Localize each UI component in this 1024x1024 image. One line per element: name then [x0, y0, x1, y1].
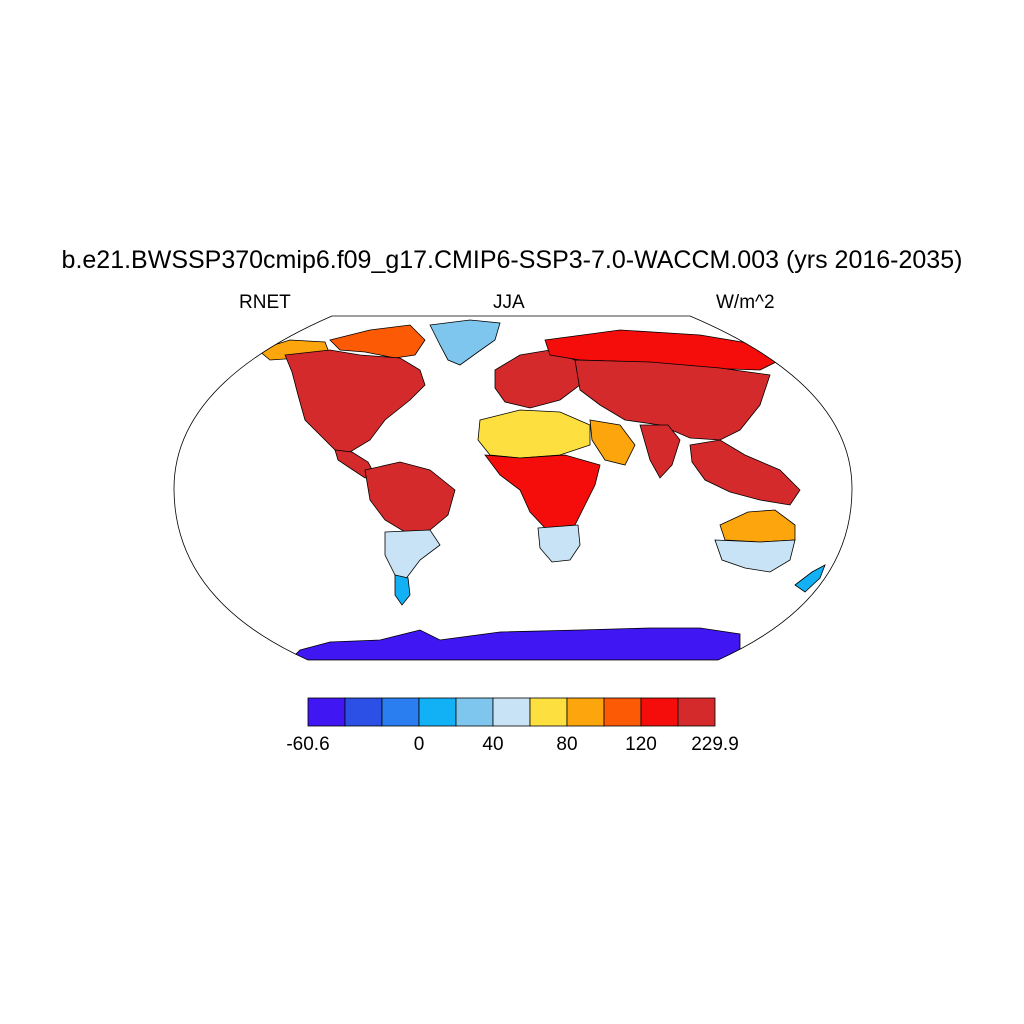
- canada-north: [329, 324, 426, 359]
- colorbar-box: [307, 697, 346, 727]
- colorbar-tick-label: 80: [556, 734, 578, 755]
- sahara: [477, 409, 591, 459]
- colorbar-box: [492, 697, 531, 727]
- australia-south: [714, 539, 796, 573]
- colorbar-box: [418, 697, 457, 727]
- plot-title: b.e21.BWSSP370cmip6.f09_g17.CMIP6-SSP3-7…: [61, 246, 963, 274]
- colorbar: [307, 697, 716, 727]
- colorbar-box: [677, 697, 716, 727]
- south-america-north: [364, 461, 456, 533]
- colorbar-tick-label: 229.9: [691, 734, 739, 755]
- southern-africa: [537, 524, 581, 563]
- new-zealand: [794, 564, 826, 593]
- colorbar-tick-label: 120: [625, 734, 657, 755]
- north-america: [284, 349, 426, 453]
- colorbar-box: [455, 697, 494, 727]
- south-america-south: [384, 529, 441, 581]
- africa-central: [484, 454, 601, 529]
- variable-label: RNET: [239, 292, 291, 313]
- europe: [494, 349, 581, 409]
- colorbar-tick-label: -60.6: [286, 734, 330, 755]
- greenland: [429, 319, 501, 366]
- southeast-asia: [689, 439, 801, 506]
- colorbar-tick-label: 40: [482, 734, 504, 755]
- units-label: W/m^2: [716, 292, 775, 313]
- arabia: [589, 419, 636, 466]
- map-boundary: [173, 315, 853, 661]
- india: [639, 424, 681, 479]
- patagonia: [394, 574, 411, 606]
- colorbar-box: [529, 697, 568, 727]
- colorbar-box: [603, 697, 642, 727]
- colorbar-box: [566, 697, 605, 727]
- siberia: [544, 329, 781, 371]
- colorbar-box: [381, 697, 420, 727]
- antarctica: [289, 627, 741, 660]
- colorbar-box: [344, 697, 383, 727]
- season-label: JJA: [493, 292, 525, 313]
- colorbar-tick-label: 0: [413, 734, 425, 755]
- colorbar-box: [640, 697, 679, 727]
